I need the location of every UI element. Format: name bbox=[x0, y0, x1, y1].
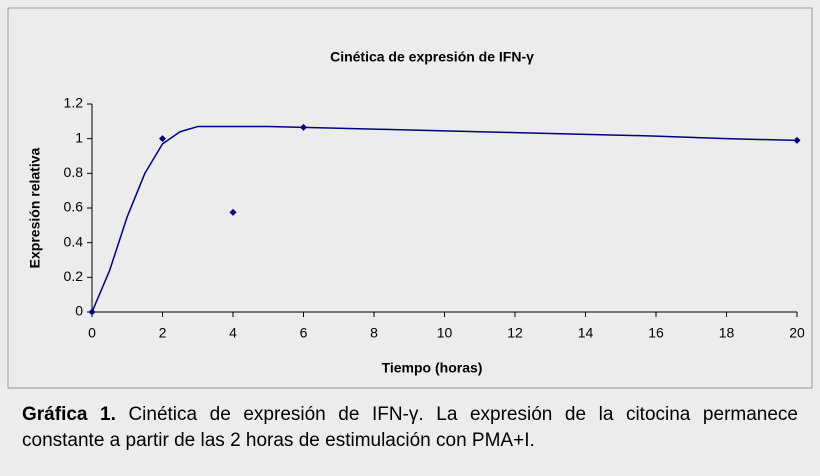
x-tick-label: 16 bbox=[648, 325, 664, 341]
x-tick-label: 4 bbox=[229, 325, 237, 341]
y-tick-label: 0.6 bbox=[64, 199, 84, 215]
caption: Gráfica 1. Cinética de expresión de IFN-… bbox=[22, 402, 798, 454]
x-tick-label: 10 bbox=[437, 325, 453, 341]
point bbox=[159, 135, 166, 143]
x-axis-label: Tiempo (horas) bbox=[382, 360, 483, 376]
point bbox=[229, 208, 237, 216]
x-tick-label: 2 bbox=[159, 325, 167, 341]
caption-text: Cinética de expresión de IFN-γ. La expre… bbox=[22, 404, 798, 451]
y-tick-label: 0.2 bbox=[64, 268, 84, 284]
y-tick-label: 0.4 bbox=[64, 233, 84, 249]
y-tick-label: 0.8 bbox=[64, 164, 84, 180]
caption-label: Gráfica 1. bbox=[22, 404, 116, 425]
x-tick-label: 20 bbox=[789, 325, 805, 341]
chart: Cinética de expresión de IFN-γ Tiempo (h… bbox=[7, 7, 813, 389]
x-tick-label: 6 bbox=[300, 325, 308, 341]
x-tick-label: 8 bbox=[370, 325, 378, 341]
x-tick-label: 14 bbox=[578, 325, 594, 341]
y-tick-label: 1.2 bbox=[64, 95, 84, 111]
y-tick-label: 1 bbox=[75, 129, 83, 145]
chart-frame bbox=[7, 7, 813, 389]
y-axis-label: Expresión relativa bbox=[27, 147, 43, 268]
y-tick-label: 0 bbox=[75, 303, 83, 319]
x-tick-label: 12 bbox=[507, 325, 523, 341]
x-tick-label: 0 bbox=[88, 325, 96, 341]
chart-title: Cinética de expresión de IFN-γ bbox=[330, 49, 534, 65]
x-tick-label: 18 bbox=[719, 325, 735, 341]
line bbox=[91, 125, 798, 313]
